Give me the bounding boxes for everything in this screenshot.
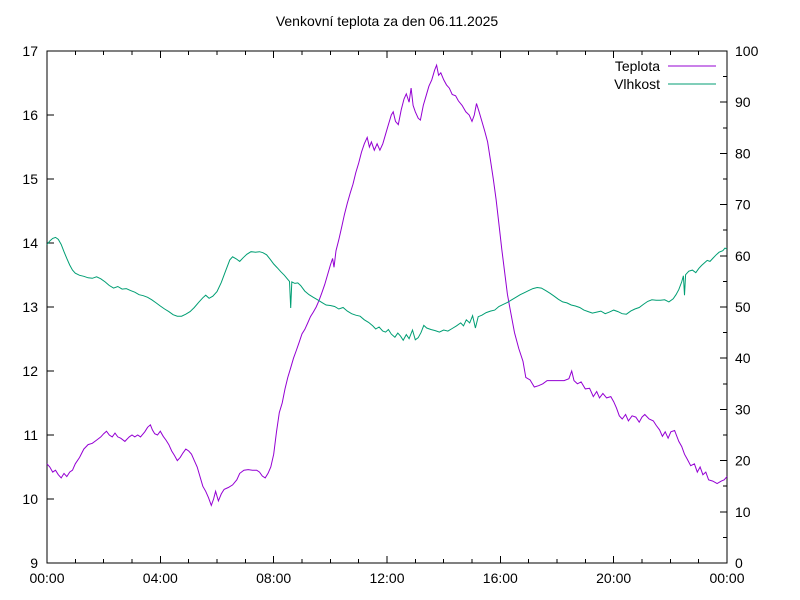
y2-axis-tick-label: 20 [735,453,751,469]
y2-axis-tick-label: 40 [735,350,751,366]
y2-axis-tick-label: 30 [735,401,751,417]
x-axis-tick-label: 16:00 [483,570,518,586]
y1-axis-tick-label: 10 [22,491,38,507]
y1-axis-tick-label: 9 [30,555,38,571]
y1-axis-tick-label: 17 [22,43,38,59]
x-axis-tick-label: 00:00 [709,570,744,586]
chart-title: Venkovní teplota za den 06.11.2025 [275,13,499,29]
y1-axis-tick-label: 16 [22,107,38,123]
x-axis-tick-label: 20:00 [596,570,631,586]
y1-axis-tick-label: 11 [23,427,38,443]
legend-label-vlhkost: Vlhkost [614,76,660,92]
y2-axis-tick-label: 60 [735,248,751,264]
y2-axis-tick-label: 50 [735,299,751,315]
x-axis-tick-label: 12:00 [369,570,404,586]
y2-axis-tick-label: 10 [735,504,751,520]
y2-axis-tick-label: 0 [735,555,743,571]
legend-label-teplota: Teplota [615,58,660,74]
y2-axis-tick-label: 70 [735,197,751,213]
y1-axis-tick-label: 12 [22,363,38,379]
y1-axis-tick-label: 14 [22,235,38,251]
y2-axis-tick-label: 90 [735,94,751,110]
y1-axis-tick-label: 15 [22,171,38,187]
y2-axis-tick-label: 100 [735,43,759,59]
y1-axis-tick-label: 13 [22,299,38,315]
x-axis-tick-label: 00:00 [29,570,64,586]
y2-axis-tick-label: 80 [735,145,751,161]
x-axis-tick-label: 04:00 [143,570,178,586]
series-line-teplota [46,63,728,507]
series-line-vlhkost [46,236,728,342]
x-axis-tick-label: 08:00 [256,570,291,586]
